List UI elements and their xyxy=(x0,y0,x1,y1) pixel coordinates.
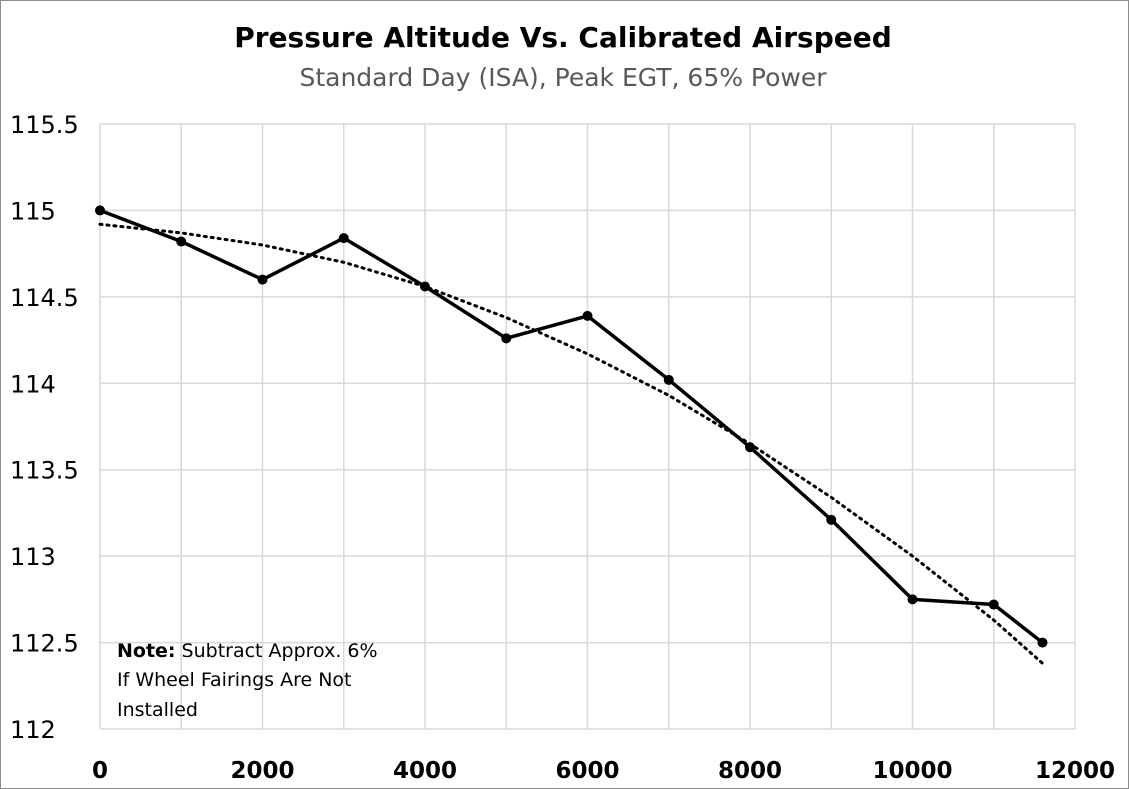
trendline xyxy=(98,222,1044,665)
data-point xyxy=(1037,637,1048,648)
y-axis-ticks: 112 112.5 113 113.5 114 114.5 115 115.5 xyxy=(10,111,79,744)
chart-subtitle: Standard Day (ISA), Peak EGT, 65% Power xyxy=(299,63,827,92)
grid xyxy=(99,123,1076,730)
note-text-1: Subtract Approx. 6% xyxy=(182,640,378,662)
y-tick-label: 114 xyxy=(10,370,56,398)
data-point xyxy=(501,333,512,344)
x-tick-label: 4000 xyxy=(393,758,457,784)
data-point xyxy=(907,594,918,605)
series-line xyxy=(99,208,1044,644)
note-line-2: If Wheel Fairings Are Not xyxy=(117,669,352,691)
chart-title: Pressure Altitude Vs. Calibrated Airspee… xyxy=(234,21,892,54)
data-point xyxy=(582,310,593,321)
data-point xyxy=(338,233,349,244)
y-tick-label: 113.5 xyxy=(10,457,79,485)
note-label: Note: xyxy=(117,640,176,662)
note-line-3: Installed xyxy=(117,699,198,721)
data-point xyxy=(176,236,187,247)
data-point xyxy=(95,205,105,216)
y-tick-label: 112.5 xyxy=(10,630,79,658)
y-tick-label: 112 xyxy=(10,716,56,744)
x-axis-ticks: 0 2000 4000 6000 8000 10000 12000 xyxy=(92,758,1115,784)
x-tick-label: 10000 xyxy=(872,758,952,784)
data-point xyxy=(988,599,999,610)
y-tick-label: 115.5 xyxy=(10,111,79,139)
x-tick-label: 0 xyxy=(92,758,108,784)
y-tick-label: 115 xyxy=(10,197,56,225)
note-line-1: Note: Subtract Approx. 6% xyxy=(117,640,378,662)
x-tick-label: 6000 xyxy=(555,758,619,784)
y-tick-label: 114.5 xyxy=(10,284,79,312)
data-point xyxy=(257,274,268,285)
series-layer xyxy=(95,205,1048,665)
note-annotation: Note: Subtract Approx. 6% If Wheel Fairin… xyxy=(117,640,378,721)
x-tick-label: 12000 xyxy=(1035,758,1115,784)
x-tick-label: 8000 xyxy=(718,758,782,784)
data-point xyxy=(663,374,674,385)
x-tick-label: 2000 xyxy=(230,758,294,784)
data-point xyxy=(826,514,837,525)
y-tick-label: 113 xyxy=(10,543,56,571)
